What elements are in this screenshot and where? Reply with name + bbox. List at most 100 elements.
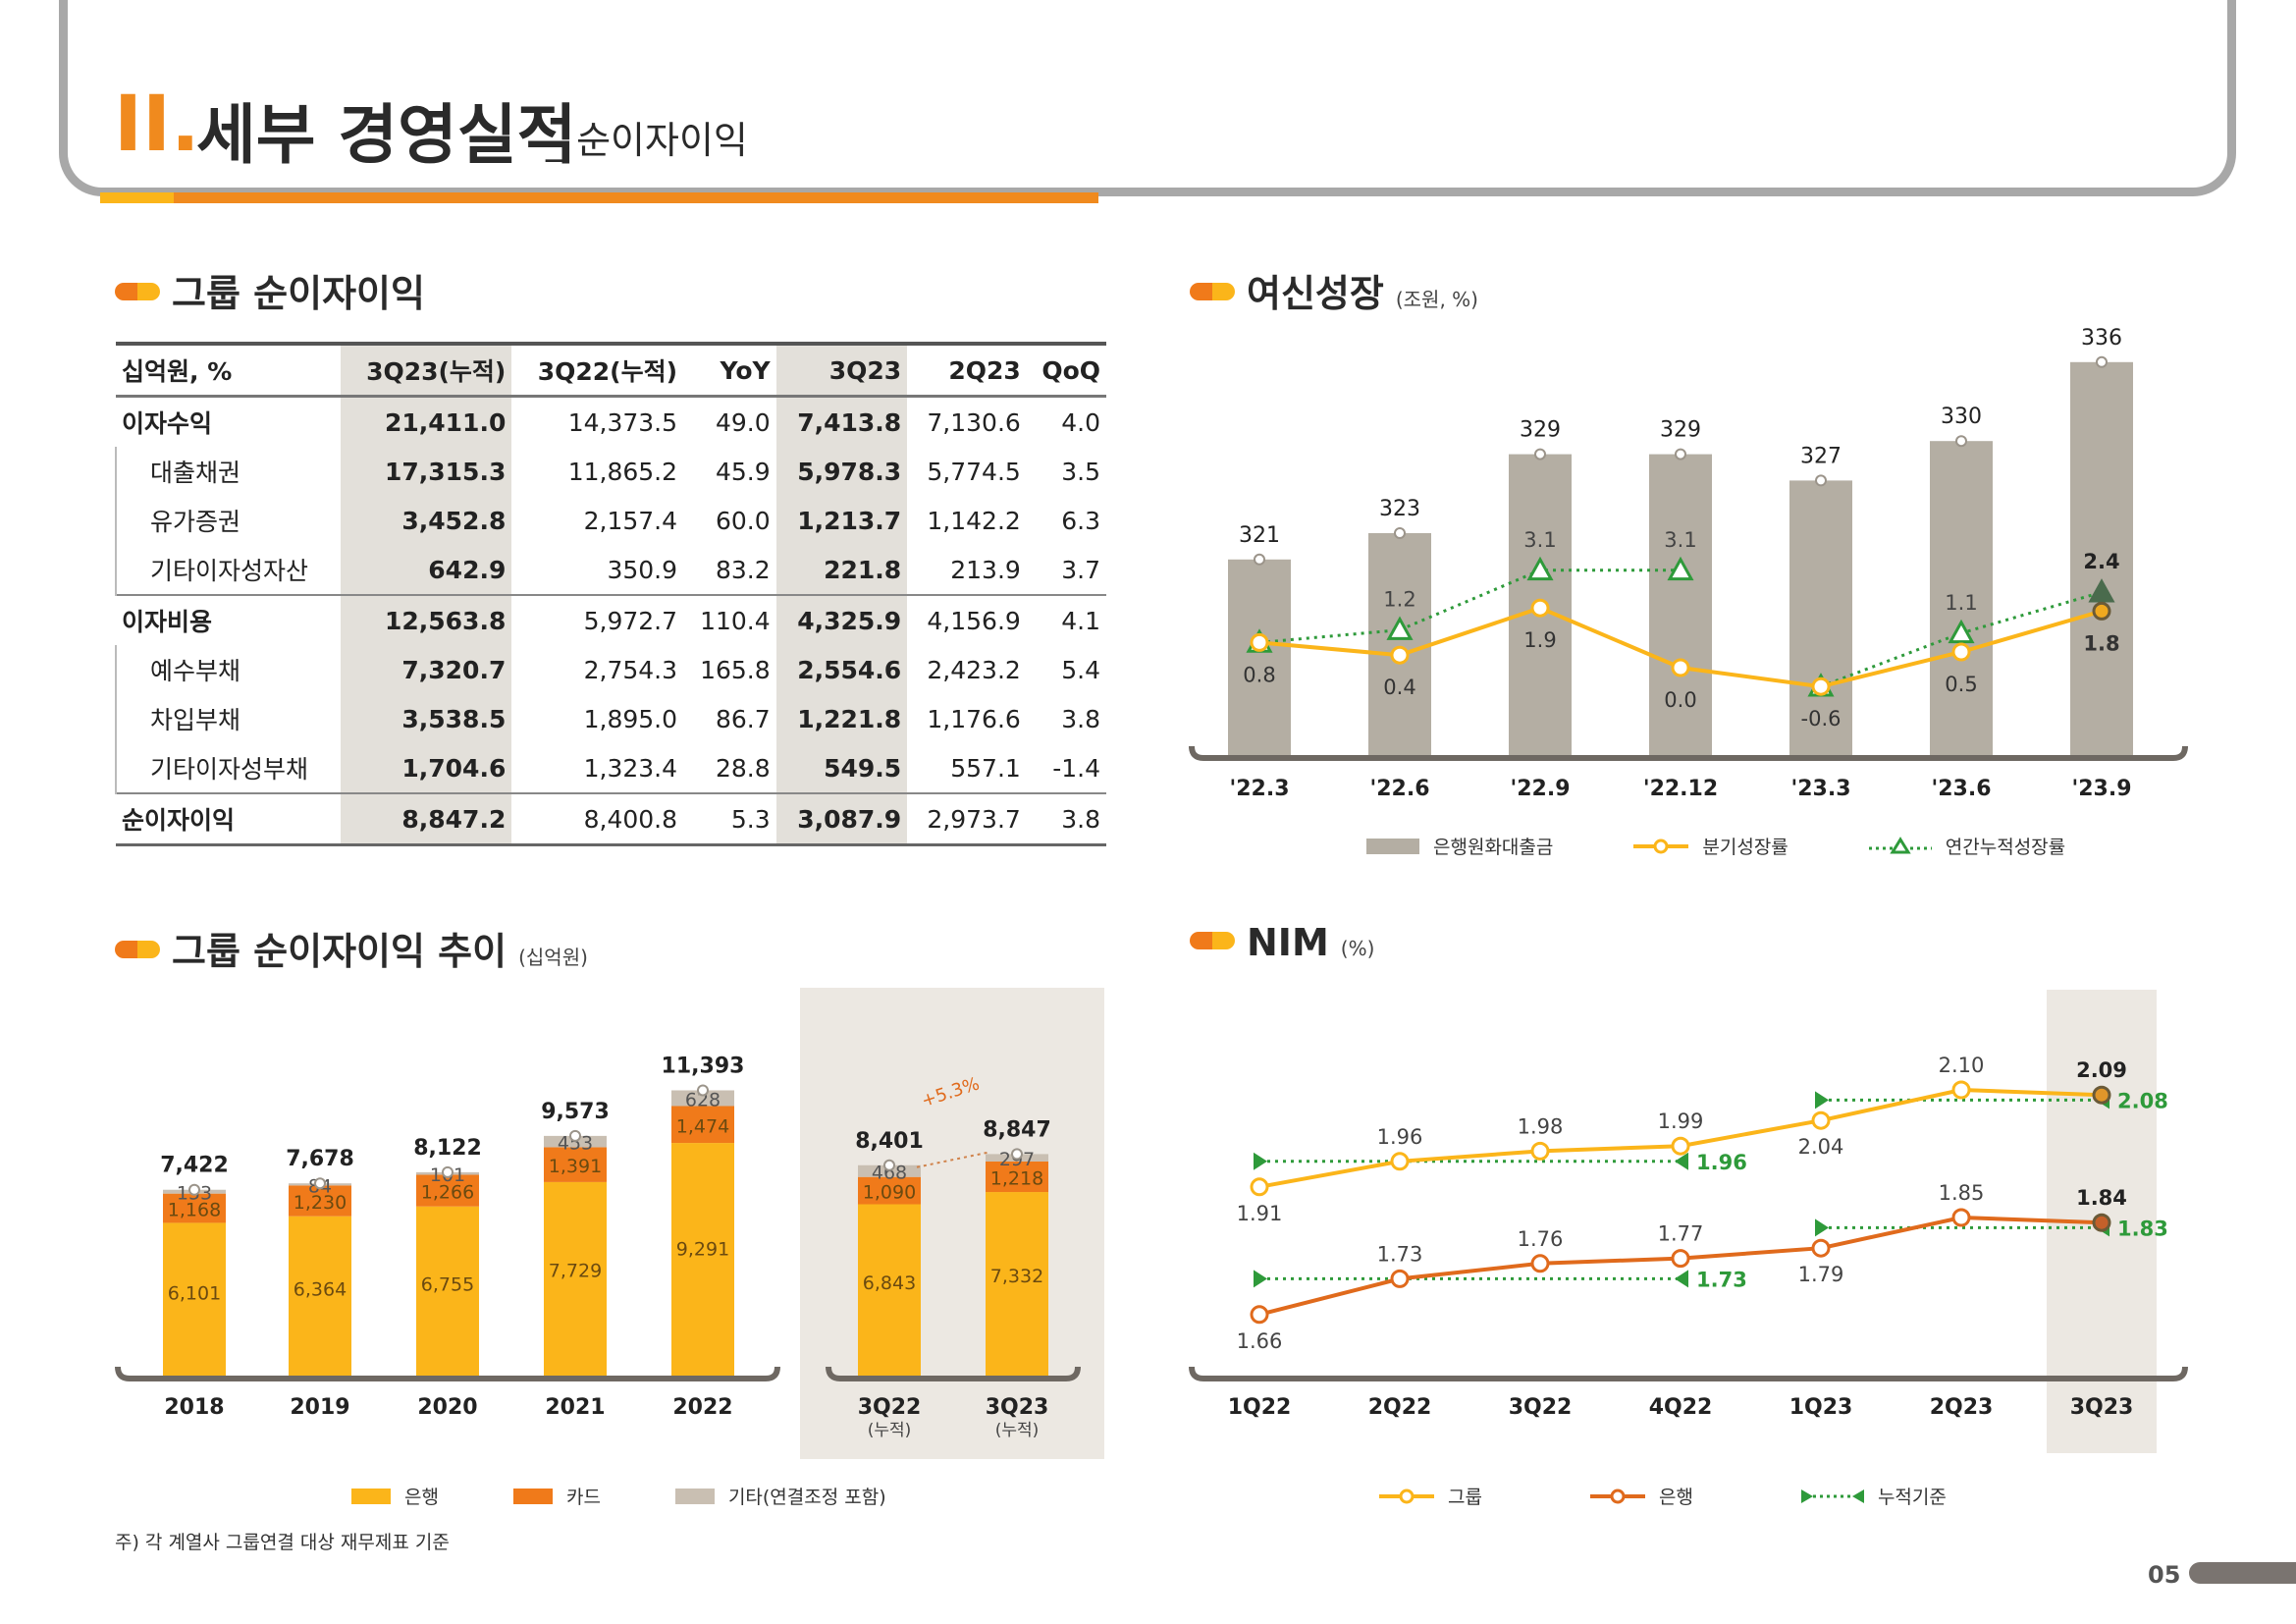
bank-segment <box>671 1143 734 1376</box>
x-tick-label: 3Q23 <box>986 1395 1049 1420</box>
card-value-label: 1,218 <box>990 1168 1043 1190</box>
total-label: 7,678 <box>286 1147 354 1171</box>
loan-bar <box>1368 533 1431 755</box>
table-cell: 7,320.7 <box>340 645 512 694</box>
bank-nim-label: 1.79 <box>1798 1263 1844 1286</box>
other-segment <box>671 1090 734 1107</box>
loan-legend: 은행원화대출금 분기성장률 연간누적성장률 <box>1366 833 2065 859</box>
bar-value-label: 329 <box>1660 418 1701 443</box>
table-cell: 221.8 <box>775 545 908 595</box>
cumulative-end-marker <box>1675 1152 1688 1170</box>
x-tick-label: 4Q22 <box>1649 1395 1713 1420</box>
section-bullet-icon <box>1190 932 1235 949</box>
x-tick-label: 2021 <box>545 1395 605 1420</box>
page-subtitle: _ 순이자이익 <box>546 119 748 162</box>
bank-value-label: 6,364 <box>294 1279 347 1301</box>
page-number-bar <box>2189 1562 2296 1584</box>
x-axis <box>115 1366 780 1381</box>
legend-label: 은행 <box>1658 1487 1693 1508</box>
quarterly-growth-label: 0.8 <box>1243 663 1275 686</box>
group-nim-marker <box>1811 1110 1831 1130</box>
table-section-header: 그룹 순이자이익 <box>115 263 425 317</box>
annual-growth-marker <box>1667 556 1694 581</box>
x-tick-label: 2Q22 <box>1368 1395 1432 1420</box>
table-header-row: 십억원, % 3Q23(누적) 3Q22(누적) YoY 3Q23 2Q23 Q… <box>116 342 1106 398</box>
x-tick-label: 1Q22 <box>1228 1395 1292 1420</box>
quarterly-growth-label: 0.5 <box>1945 673 1977 696</box>
cumulative-label: 2.08 <box>2117 1089 2168 1112</box>
loan-bar <box>1228 559 1291 755</box>
legend-bank-line-icon <box>1589 1489 1645 1503</box>
table-cell: 17,315.3 <box>340 447 512 496</box>
row-label: 대출채권 <box>115 447 341 496</box>
x-tick-label: 1Q23 <box>1789 1395 1853 1420</box>
cumulative-label: 1.73 <box>1696 1268 1747 1291</box>
table-cell: 11,865.2 <box>567 457 678 486</box>
x-tick-label: 2022 <box>672 1395 732 1420</box>
bank-nim-label: 1.73 <box>1377 1242 1423 1266</box>
bar-top-marker <box>442 1165 454 1178</box>
table-cell: 2,157.4 <box>583 506 678 535</box>
annual-growth-marker <box>1526 556 1554 581</box>
card-segment <box>416 1174 479 1207</box>
table-cell: 2,554.6 <box>775 645 908 694</box>
yoy-connector <box>916 1151 990 1168</box>
annual-growth-marker <box>1386 616 1414 640</box>
table-cell: 4,156.9 <box>907 594 1027 645</box>
loan-bar <box>1649 454 1712 755</box>
bar-value-label: 323 <box>1379 497 1420 521</box>
nii-section-header: 그룹 순이자이익 추이 (십억원) <box>115 921 588 975</box>
col-header: 2Q23 <box>907 342 1027 398</box>
bank-value-label: 6,755 <box>421 1273 474 1295</box>
legend-group-line-icon <box>1379 1489 1434 1503</box>
table-cell: 3.8 <box>1026 792 1106 846</box>
total-label: 9,573 <box>541 1100 610 1124</box>
bank-value-label: 6,101 <box>168 1282 221 1304</box>
cumulative-start-marker <box>1254 1270 1267 1288</box>
group-nim-marker <box>1671 1136 1690 1156</box>
group-nim-label: 2.10 <box>1939 1054 1985 1077</box>
legend-label: 카드 <box>565 1487 601 1508</box>
annual-growth-label: 1.2 <box>1383 588 1415 612</box>
table-cell: 4.0 <box>1026 395 1106 447</box>
table-cell: 213.9 <box>950 555 1021 584</box>
table-cell: 5.4 <box>1061 655 1100 684</box>
legend-cumulative-icon <box>1800 1489 1864 1503</box>
bank-nim-marker <box>2092 1213 2111 1232</box>
quarterly-growth-marker <box>1811 677 1831 696</box>
x-axis <box>1189 745 2188 761</box>
group-nim-label: 1.96 <box>1377 1125 1423 1149</box>
other-value-label: 453 <box>558 1133 593 1155</box>
legend-label: 연간누적성장률 <box>1945 837 2066 858</box>
bank-nim-label: 1.85 <box>1939 1181 1985 1205</box>
cumulative-note: (누적) <box>868 1421 912 1440</box>
bank-nim-marker <box>1250 1305 1269 1325</box>
bank-nim-label: 1.66 <box>1237 1329 1283 1353</box>
table-section-title: 그룹 순이자이익 <box>172 272 425 315</box>
table-cell: 110.4 <box>683 594 776 645</box>
table-cell: 3,087.9 <box>775 792 908 846</box>
loan-section-header: 여신성장 (조원, %) <box>1190 263 1478 317</box>
total-label: 8,122 <box>413 1136 482 1161</box>
x-tick-label: 2020 <box>417 1395 477 1420</box>
table-cell: 21,411.0 <box>340 395 512 447</box>
group-nim-label: 1.99 <box>1658 1110 1704 1133</box>
cumulative-panel <box>800 988 1104 1459</box>
table-cell: 5,978.3 <box>775 447 908 496</box>
card-value-label: 1,391 <box>549 1156 602 1177</box>
group-nim-marker <box>1390 1152 1410 1171</box>
bank-nim-label: 1.84 <box>2076 1186 2127 1210</box>
bank-segment <box>289 1216 351 1376</box>
bar-top-marker <box>569 1129 581 1142</box>
legend-dotted-triangle-icon <box>1868 836 1932 853</box>
table-cell: 8,400.8 <box>511 792 684 846</box>
nii-section-title: 그룹 순이자이익 추이 <box>172 930 507 973</box>
table-row: 이자수익 21,411.0 14,373.5 49.0 7,413.8 7,130.6 4.… <box>116 395 1106 447</box>
nii-section-unit: (십억원) <box>518 946 588 969</box>
bank-segment <box>416 1206 479 1376</box>
nim-section-title: NIM <box>1247 921 1329 964</box>
card-value-label: 1,168 <box>168 1200 221 1221</box>
bar-top-marker <box>1955 435 1967 448</box>
bar-top-marker <box>883 1159 895 1171</box>
col-header: 3Q23(누적) <box>340 342 512 398</box>
